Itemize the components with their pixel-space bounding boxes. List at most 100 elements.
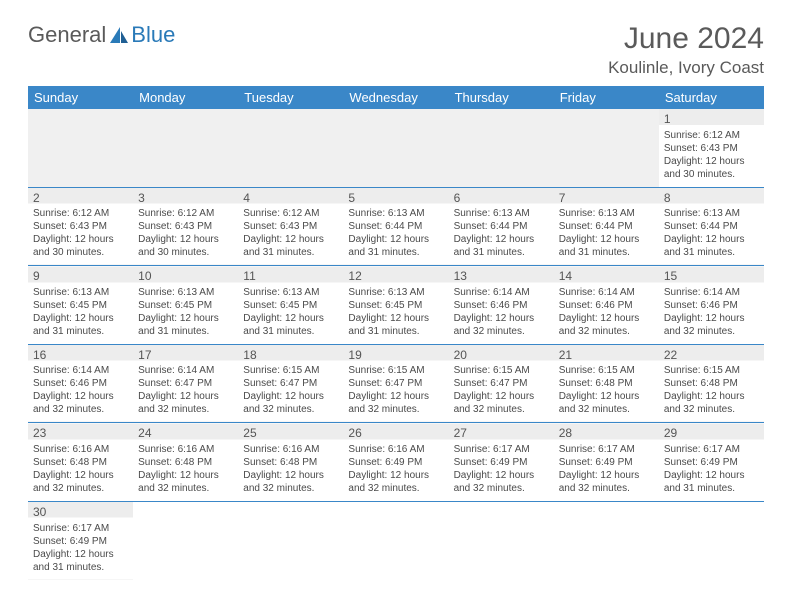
day-number: 29 xyxy=(664,426,759,442)
day-number: 10 xyxy=(138,269,233,285)
day-detail: and 32 minutes. xyxy=(348,482,443,495)
day-detail: and 32 minutes. xyxy=(454,403,549,416)
day-detail: and 30 minutes. xyxy=(33,246,128,259)
week-row: 30Sunrise: 6:17 AMSunset: 6:49 PMDayligh… xyxy=(28,501,764,579)
day-detail: Sunrise: 6:16 AM xyxy=(243,443,338,456)
day-number: 18 xyxy=(243,348,338,364)
day-cell xyxy=(554,109,659,187)
day-detail: Daylight: 12 hours xyxy=(559,469,654,482)
day-detail: Sunrise: 6:14 AM xyxy=(559,286,654,299)
day-detail: Sunrise: 6:15 AM xyxy=(454,364,549,377)
day-cell: 9Sunrise: 6:13 AMSunset: 6:45 PMDaylight… xyxy=(28,266,133,345)
day-cell: 19Sunrise: 6:15 AMSunset: 6:47 PMDayligh… xyxy=(343,344,448,423)
day-cell: 6Sunrise: 6:13 AMSunset: 6:44 PMDaylight… xyxy=(449,187,554,266)
day-number: 26 xyxy=(348,426,443,442)
day-detail: Sunset: 6:45 PM xyxy=(348,299,443,312)
day-detail: Daylight: 12 hours xyxy=(138,312,233,325)
day-detail: Daylight: 12 hours xyxy=(348,233,443,246)
day-detail: Sunrise: 6:13 AM xyxy=(33,286,128,299)
day-cell: 18Sunrise: 6:15 AMSunset: 6:47 PMDayligh… xyxy=(238,344,343,423)
day-number: 13 xyxy=(454,269,549,285)
day-detail: Sunset: 6:43 PM xyxy=(664,142,759,155)
day-number: 30 xyxy=(33,505,128,521)
day-detail: and 30 minutes. xyxy=(664,168,759,181)
day-cell xyxy=(659,501,764,579)
day-detail: Daylight: 12 hours xyxy=(33,312,128,325)
day-detail: Daylight: 12 hours xyxy=(454,233,549,246)
col-sunday: Sunday xyxy=(28,86,133,109)
title-block: June 2024 Koulinle, Ivory Coast xyxy=(608,22,764,78)
day-detail: Daylight: 12 hours xyxy=(664,312,759,325)
day-detail: Sunset: 6:47 PM xyxy=(348,377,443,390)
day-number: 4 xyxy=(243,191,338,207)
day-detail: and 32 minutes. xyxy=(454,325,549,338)
day-detail: Sunset: 6:49 PM xyxy=(559,456,654,469)
day-detail: and 32 minutes. xyxy=(559,403,654,416)
calendar-table: Sunday Monday Tuesday Wednesday Thursday… xyxy=(28,86,764,580)
day-detail: Sunrise: 6:13 AM xyxy=(664,207,759,220)
day-number: 25 xyxy=(243,426,338,442)
day-cell xyxy=(133,501,238,579)
day-detail: Daylight: 12 hours xyxy=(559,312,654,325)
day-cell: 22Sunrise: 6:15 AMSunset: 6:48 PMDayligh… xyxy=(659,344,764,423)
day-cell: 28Sunrise: 6:17 AMSunset: 6:49 PMDayligh… xyxy=(554,423,659,502)
day-detail: and 31 minutes. xyxy=(664,482,759,495)
day-number: 11 xyxy=(243,269,338,285)
day-detail: Sunset: 6:49 PM xyxy=(348,456,443,469)
day-detail: and 32 minutes. xyxy=(348,403,443,416)
logo-text-1: General xyxy=(28,22,106,48)
col-tuesday: Tuesday xyxy=(238,86,343,109)
day-cell xyxy=(449,501,554,579)
day-detail: and 32 minutes. xyxy=(559,325,654,338)
day-cell: 3Sunrise: 6:12 AMSunset: 6:43 PMDaylight… xyxy=(133,187,238,266)
day-cell xyxy=(238,501,343,579)
day-detail: Daylight: 12 hours xyxy=(243,469,338,482)
day-detail: and 31 minutes. xyxy=(348,246,443,259)
day-detail: and 31 minutes. xyxy=(33,325,128,338)
day-number: 6 xyxy=(454,191,549,207)
day-detail: Sunrise: 6:13 AM xyxy=(348,207,443,220)
day-detail: and 30 minutes. xyxy=(138,246,233,259)
day-detail: Daylight: 12 hours xyxy=(33,390,128,403)
day-detail: Daylight: 12 hours xyxy=(33,548,128,561)
day-detail: Daylight: 12 hours xyxy=(454,390,549,403)
day-detail: Sunrise: 6:12 AM xyxy=(138,207,233,220)
day-detail: Daylight: 12 hours xyxy=(138,469,233,482)
day-detail: Sunrise: 6:15 AM xyxy=(243,364,338,377)
day-number: 24 xyxy=(138,426,233,442)
week-row: 23Sunrise: 6:16 AMSunset: 6:48 PMDayligh… xyxy=(28,423,764,502)
day-detail: Sunset: 6:44 PM xyxy=(348,220,443,233)
day-detail: and 31 minutes. xyxy=(243,325,338,338)
day-cell: 16Sunrise: 6:14 AMSunset: 6:46 PMDayligh… xyxy=(28,344,133,423)
day-detail: Sunset: 6:48 PM xyxy=(138,456,233,469)
day-detail: Sunrise: 6:14 AM xyxy=(454,286,549,299)
day-number: 5 xyxy=(348,191,443,207)
day-detail: Daylight: 12 hours xyxy=(33,233,128,246)
day-number: 2 xyxy=(33,191,128,207)
day-cell xyxy=(554,501,659,579)
day-detail: Daylight: 12 hours xyxy=(138,390,233,403)
day-detail: Daylight: 12 hours xyxy=(138,233,233,246)
day-number: 22 xyxy=(664,348,759,364)
day-detail: Sunset: 6:46 PM xyxy=(664,299,759,312)
day-detail: and 31 minutes. xyxy=(138,325,233,338)
day-cell: 20Sunrise: 6:15 AMSunset: 6:47 PMDayligh… xyxy=(449,344,554,423)
day-detail: Sunrise: 6:14 AM xyxy=(664,286,759,299)
day-cell: 8Sunrise: 6:13 AMSunset: 6:44 PMDaylight… xyxy=(659,187,764,266)
day-detail: and 32 minutes. xyxy=(454,482,549,495)
day-detail: Sunset: 6:44 PM xyxy=(559,220,654,233)
day-detail: Sunset: 6:43 PM xyxy=(33,220,128,233)
day-detail: Daylight: 12 hours xyxy=(559,390,654,403)
day-cell: 12Sunrise: 6:13 AMSunset: 6:45 PMDayligh… xyxy=(343,266,448,345)
day-detail: Sunset: 6:45 PM xyxy=(33,299,128,312)
day-detail: Sunset: 6:47 PM xyxy=(454,377,549,390)
day-number: 20 xyxy=(454,348,549,364)
day-cell: 26Sunrise: 6:16 AMSunset: 6:49 PMDayligh… xyxy=(343,423,448,502)
day-detail: Sunrise: 6:16 AM xyxy=(138,443,233,456)
day-cell xyxy=(28,109,133,187)
day-number: 1 xyxy=(664,112,759,128)
day-detail: Sunset: 6:43 PM xyxy=(243,220,338,233)
day-number: 15 xyxy=(664,269,759,285)
day-detail: Sunset: 6:45 PM xyxy=(243,299,338,312)
day-detail: and 31 minutes. xyxy=(454,246,549,259)
